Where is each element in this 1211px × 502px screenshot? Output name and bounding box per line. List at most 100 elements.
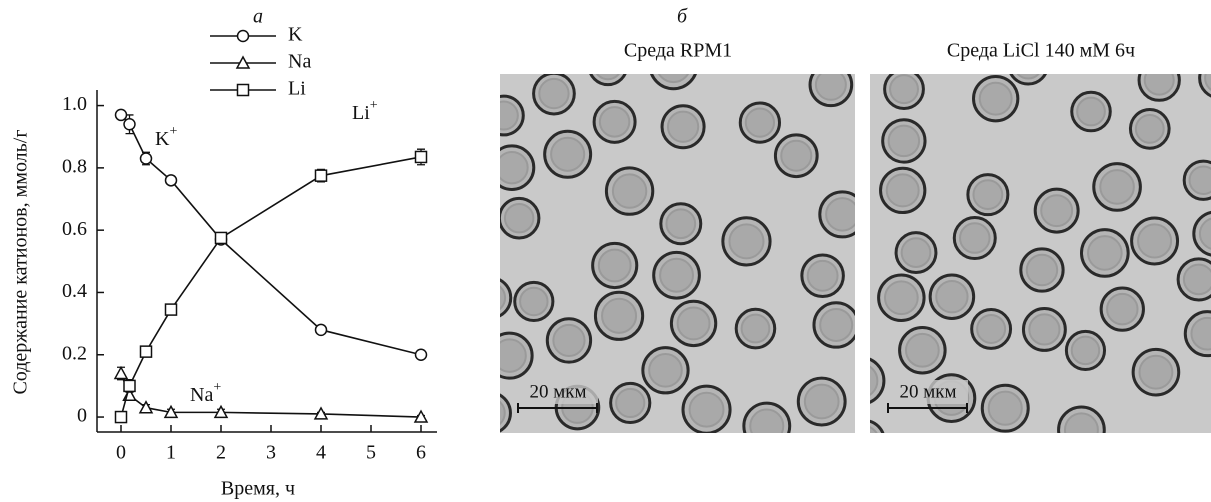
cell-interior — [978, 81, 1013, 116]
series-line — [120, 156, 422, 418]
series-line — [120, 373, 422, 418]
panel-label: б — [677, 6, 688, 28]
marker — [164, 303, 178, 316]
cell-interior — [1076, 96, 1106, 127]
cell-interior — [601, 297, 638, 334]
cell-interior — [1188, 165, 1211, 196]
annotation-text: Na — [190, 384, 213, 406]
y-tick-label: 0 — [77, 405, 87, 427]
legend-label: Li — [288, 78, 306, 100]
cell-interior — [1138, 354, 1174, 390]
annotation-superscript: + — [169, 124, 177, 139]
cell-interior — [666, 110, 700, 143]
cell-interior — [900, 237, 932, 268]
cell-interior — [806, 259, 839, 292]
cell-interior — [500, 400, 506, 426]
cell-interior — [1028, 313, 1061, 346]
cell-interior — [889, 74, 919, 105]
cell-interior — [749, 408, 785, 433]
cell-interior — [870, 365, 879, 396]
x-tick-label: 4 — [316, 442, 326, 464]
marker — [313, 406, 329, 420]
image-title: Среда RPM1 — [624, 40, 732, 62]
cell-interior — [1070, 335, 1101, 366]
x-tick-label: 2 — [216, 442, 226, 464]
cell-interior — [500, 150, 529, 185]
cell-interior — [870, 426, 878, 433]
annotation: Na+ — [190, 380, 221, 405]
scale-bar-background — [518, 380, 598, 404]
marker — [114, 108, 128, 122]
cell-interior — [819, 307, 854, 342]
marker — [113, 365, 129, 380]
cell-interior — [503, 202, 535, 234]
cell-interior — [780, 139, 813, 172]
annotation: Li+ — [352, 98, 378, 123]
y-tick-label: 0.2 — [62, 342, 87, 364]
legend-marker — [236, 83, 250, 97]
cell-interior — [550, 136, 586, 172]
cell-interior — [657, 74, 690, 84]
cell-interior — [595, 74, 620, 81]
y-axis-label: Содержание катионов, ммоль/г — [10, 129, 32, 394]
x-tick-label: 1 — [166, 442, 176, 464]
cell-interior — [803, 383, 840, 420]
marker — [164, 174, 178, 187]
cell-interior — [885, 173, 920, 208]
cell-interior — [1106, 292, 1139, 326]
marker — [414, 348, 428, 362]
cell-interior — [500, 338, 527, 373]
marker — [413, 409, 429, 423]
x-tick-label: 6 — [416, 442, 426, 464]
legend-marker — [236, 29, 250, 43]
marker — [123, 379, 136, 393]
cell-interior — [538, 77, 570, 110]
marker — [114, 410, 128, 424]
cell-interior — [1204, 74, 1211, 91]
marker — [139, 345, 153, 358]
cell-interior — [597, 248, 632, 283]
cell-interior — [825, 197, 855, 232]
marker — [163, 404, 179, 419]
marker — [139, 152, 153, 165]
y-tick-label: 1.0 — [62, 93, 87, 115]
cell-interior — [519, 286, 549, 317]
cell-interior — [659, 257, 694, 293]
cell-interior — [728, 223, 765, 260]
legend-marker — [235, 55, 251, 69]
y-tick-label: 0.8 — [62, 155, 87, 177]
cell-interior — [1143, 74, 1175, 96]
legend-label: Na — [288, 51, 311, 73]
cell-interior — [648, 352, 683, 388]
cell-interior — [500, 285, 507, 311]
cell-interior — [1087, 235, 1123, 271]
scale-bar-background — [888, 380, 968, 404]
cell-interior — [1182, 263, 1211, 296]
cell-interior — [1134, 113, 1165, 144]
cell-interior — [976, 313, 1007, 344]
cell-interior — [611, 173, 648, 209]
cell-interior — [1198, 217, 1211, 250]
marker — [123, 118, 136, 131]
annotation-text: Li — [352, 102, 370, 124]
x-tick-label: 0 — [116, 442, 126, 464]
cell-interior — [904, 332, 940, 368]
cell-interior — [665, 208, 697, 240]
cell-interior — [987, 390, 1023, 426]
cell-interior — [676, 306, 711, 341]
marker — [214, 231, 228, 245]
x-axis-label: Время, ч — [221, 478, 295, 500]
cell-interior — [959, 222, 991, 254]
cell-interior — [883, 280, 919, 316]
scale-bar-label: 20 мкм — [529, 381, 586, 402]
cell-interior — [1016, 74, 1040, 80]
cell-interior — [972, 179, 1004, 211]
cell-interior — [1190, 316, 1211, 351]
micrograph — [500, 74, 855, 433]
image-title: Среда LiCl 140 мМ 6ч — [947, 40, 1135, 62]
annotation: K+ — [155, 124, 177, 149]
cell-interior — [1137, 223, 1173, 259]
cell-interior — [887, 124, 921, 158]
cell-interior — [552, 323, 586, 358]
marker — [414, 150, 428, 164]
